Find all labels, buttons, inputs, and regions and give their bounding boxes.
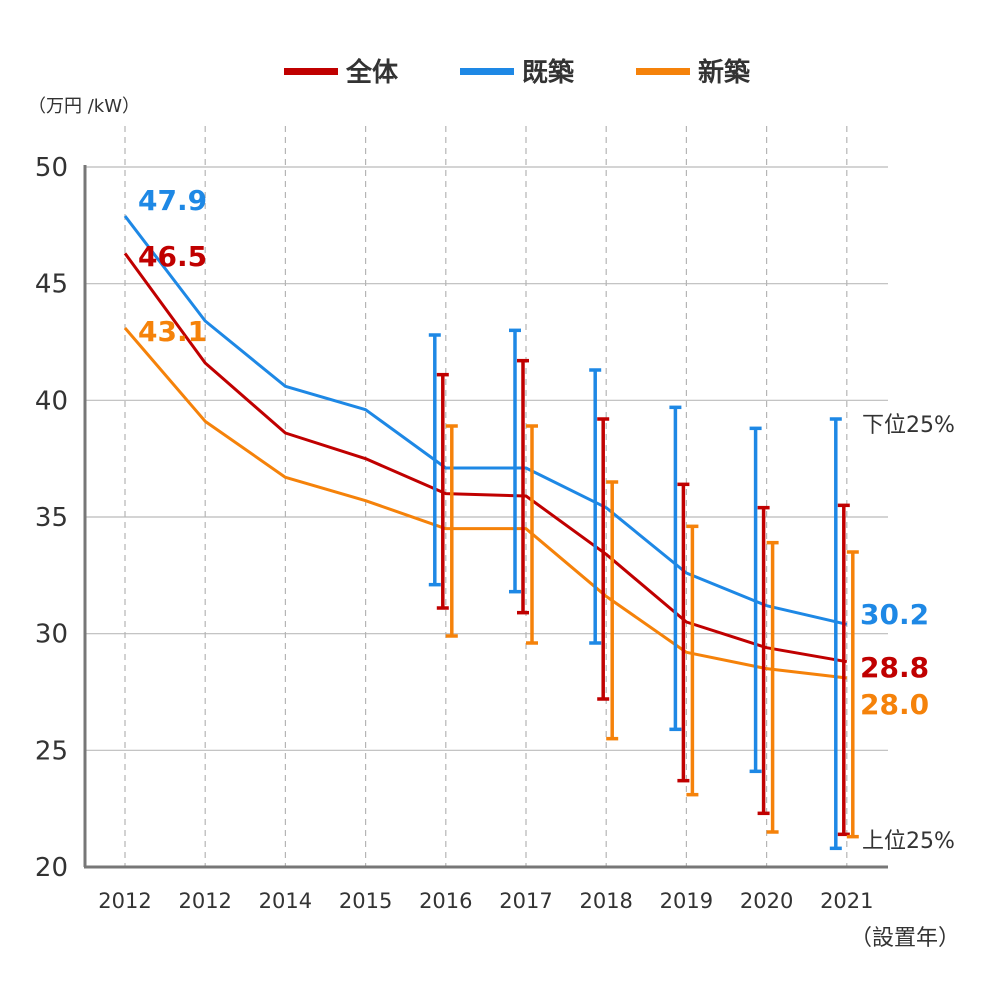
error-bar (766, 540, 779, 834)
x-tick-label: 2015 (339, 889, 392, 913)
error-bar (526, 424, 538, 645)
legend-swatch-kichiku (460, 68, 514, 75)
error-bar (509, 328, 521, 594)
start-value-label: 46.5 (138, 240, 207, 273)
legend-label-zentai: 全体 (345, 57, 399, 88)
x-axis-unit: （設置年） (850, 926, 960, 951)
upper-quartile-note: 下位25% (862, 413, 955, 438)
legend-label-kichiku: 既築 (522, 57, 575, 88)
series-line-0 (123, 252, 848, 664)
legend: 全体 既築 新築 (284, 57, 751, 88)
legend-item-zentai: 全体 (284, 57, 399, 88)
error-bar (757, 505, 770, 816)
y-tick-label: 50 (35, 153, 68, 183)
start-value-label: 43.1 (138, 315, 207, 348)
error-bar (428, 333, 441, 587)
error-bar (829, 417, 842, 851)
error-bar (846, 550, 859, 839)
error-bar (445, 424, 458, 638)
error-bars (428, 328, 859, 851)
legend-swatch-shinchiku (636, 68, 690, 75)
y-axis-unit: （万円 /kW） (28, 96, 140, 117)
axes (83, 165, 888, 869)
error-bar (606, 480, 619, 741)
error-bar (669, 405, 682, 732)
x-tick-label: 2019 (660, 889, 713, 913)
x-tick-label: 2012 (178, 889, 231, 913)
y-tick-label: 30 (35, 620, 68, 650)
end-value-label: 30.2 (860, 598, 929, 631)
end-value-label: 28.8 (860, 651, 929, 684)
x-tick-label: 2018 (579, 889, 632, 913)
legend-swatch-zentai (284, 68, 338, 75)
y-tick-labels: 20 25 30 35 40 45 50 (35, 153, 68, 883)
end-value-label: 28.0 (860, 688, 929, 721)
error-bar (749, 426, 762, 774)
y-tick-label: 35 (35, 503, 68, 533)
legend-label-shinchiku: 新築 (698, 57, 751, 88)
error-bar (677, 482, 690, 783)
start-value-label: 47.9 (138, 184, 207, 217)
x-tick-label: 2021 (820, 889, 873, 913)
x-tick-label: 2020 (740, 889, 793, 913)
error-bar (837, 503, 850, 837)
error-bar (686, 524, 699, 797)
y-tick-label: 20 (35, 853, 68, 883)
x-tick-label: 2014 (259, 889, 312, 913)
series-line-1 (123, 215, 848, 626)
grid (85, 126, 888, 867)
error-bar (589, 368, 602, 645)
y-tick-label: 25 (35, 736, 68, 766)
x-tick-label: 2016 (419, 889, 472, 913)
x-tick-label: 2017 (499, 889, 552, 913)
y-tick-label: 45 (35, 270, 68, 300)
error-bar (517, 358, 529, 615)
series-lines (123, 215, 848, 680)
legend-item-shinchiku: 新築 (636, 57, 751, 88)
x-tick-label: 2012 (98, 889, 151, 913)
error-bar (597, 417, 610, 701)
error-bar (436, 372, 449, 610)
series-line-2 (123, 327, 847, 680)
y-tick-label: 40 (35, 386, 68, 416)
x-tick-labels: 2012 2012 2014 2015 2016 2017 2018 2019 2020 2021 (98, 889, 873, 913)
lower-quartile-note: 上位25% (862, 829, 955, 854)
legend-item-kichiku: 既築 (460, 57, 575, 88)
value-labels: 47.9 46.5 43.1 30.2 28.8 28.0 (138, 184, 929, 721)
